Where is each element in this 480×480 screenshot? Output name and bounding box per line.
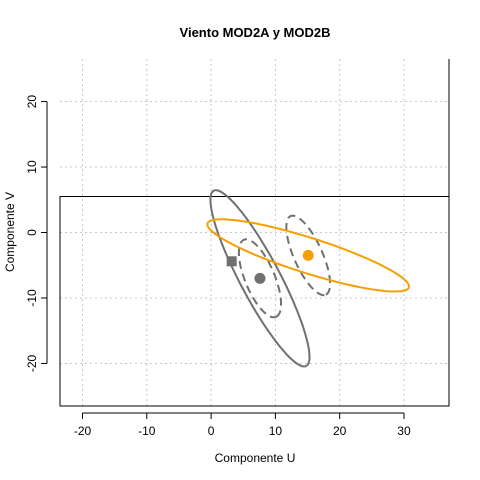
chart-title: Viento MOD2A y MOD2B <box>180 25 331 40</box>
x-tick-label: 0 <box>208 424 215 438</box>
y-tick-label: 0 <box>25 229 39 236</box>
x-tick-label: -20 <box>74 424 92 438</box>
x-tick-label: 10 <box>269 424 283 438</box>
x-axis-label: Componente U <box>215 451 296 465</box>
y-tick-label: -10 <box>25 289 39 307</box>
grid-layer <box>60 59 449 406</box>
y-axis-label: Componente V <box>3 192 17 272</box>
y-tick-label: 10 <box>25 160 39 174</box>
y-tick-label: 20 <box>25 95 39 109</box>
square-point <box>226 256 237 267</box>
x-tick-label: 20 <box>333 424 347 438</box>
circle-point <box>254 272 266 284</box>
series-layer <box>206 189 411 368</box>
axis-layer: -20 -10 0 10 20 30 -20 -10 0 10 20 <box>25 59 450 438</box>
dashed-ellipse <box>237 238 282 319</box>
plot-box <box>59 59 450 407</box>
x-tick-label: 30 <box>397 424 411 438</box>
y-tick-label: -20 <box>25 354 39 372</box>
solid-ellipse <box>209 189 311 368</box>
solid-ellipse <box>206 218 411 293</box>
x-tick-label: -10 <box>138 424 156 438</box>
circle-point <box>302 249 314 261</box>
dashed-ellipse <box>285 214 331 297</box>
